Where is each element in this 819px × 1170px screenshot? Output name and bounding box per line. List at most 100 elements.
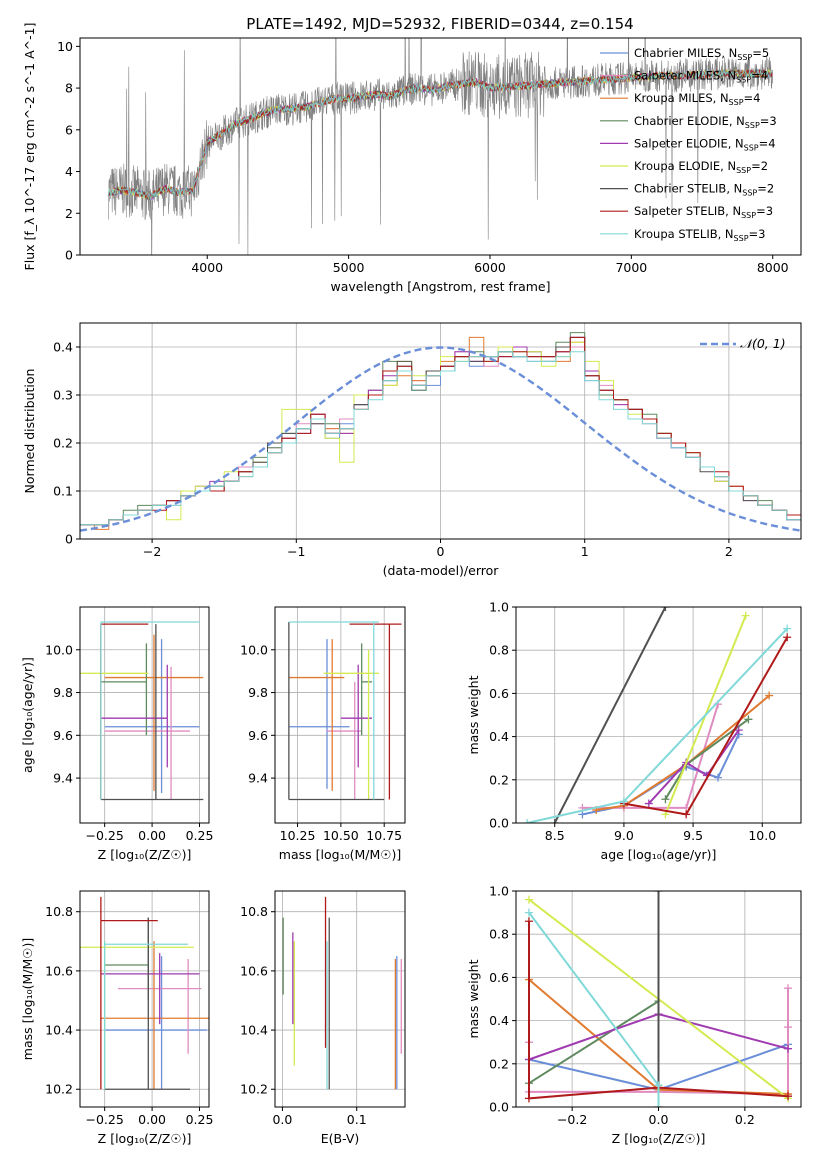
y-tick-label: 10.8 bbox=[240, 904, 268, 919]
data-point-marker bbox=[784, 1023, 793, 1032]
data-point-marker bbox=[741, 611, 750, 620]
series-line bbox=[528, 912, 660, 1107]
x-tick-label: 7000 bbox=[615, 260, 647, 275]
plot-area bbox=[80, 332, 801, 539]
data-point-marker bbox=[550, 819, 559, 823]
x-tick-label: 4000 bbox=[191, 260, 223, 275]
x-tick-label: 10.25 bbox=[280, 828, 316, 843]
x-tick-label: 8000 bbox=[757, 260, 789, 275]
y-tick-label: 0.2 bbox=[489, 1056, 509, 1071]
x-tick-label: 9.0 bbox=[614, 828, 634, 843]
x-axis-label: age [log₁₀(age/yr)] bbox=[601, 847, 717, 862]
y-tick-label: 9.6 bbox=[248, 728, 268, 743]
x-tick-label: 0.2 bbox=[735, 1112, 755, 1127]
y-tick-label: 10.4 bbox=[240, 1023, 268, 1038]
x-axis-label: Z [log₁₀(Z/Z☉)] bbox=[612, 1131, 706, 1146]
y-tick-label: 9.6 bbox=[53, 728, 73, 743]
y-tick-label: 4 bbox=[65, 164, 73, 179]
x-tick-label: 2 bbox=[725, 544, 733, 559]
plot-area bbox=[282, 896, 402, 1090]
series-line bbox=[623, 636, 789, 816]
data-point-marker bbox=[713, 773, 722, 782]
series-line bbox=[648, 729, 740, 805]
data-point-marker bbox=[784, 1044, 793, 1053]
series-line bbox=[582, 703, 719, 809]
axes-frame bbox=[79, 37, 802, 256]
y-tick-label: 0 bbox=[65, 248, 73, 263]
legend-label: Chabrier STELIB, NSSP=2 bbox=[634, 182, 774, 198]
data-point-marker bbox=[765, 691, 774, 700]
normal-reference-curve bbox=[80, 346, 801, 532]
data-point-marker bbox=[524, 908, 533, 917]
y-tick-label: 10.6 bbox=[240, 963, 268, 978]
legend-label: Salpeter ELODIE, NSSP=4 bbox=[634, 136, 776, 152]
x-tick-label: 0.00 bbox=[138, 828, 166, 843]
plot-area bbox=[80, 621, 204, 801]
y-tick-label: 10.6 bbox=[45, 963, 73, 978]
x-tick-label: 10.75 bbox=[366, 828, 402, 843]
data-point-marker bbox=[783, 633, 792, 642]
y-tick-label: 0.3 bbox=[53, 388, 73, 403]
data-point-marker bbox=[524, 895, 533, 904]
residuals-panel: −2 −1 0 1 2 0 0.1 0.2 0.3 0.4 (data-model)/error No… bbox=[22, 322, 802, 578]
x-axis-label: wavelength [Angstrom, rest frame] bbox=[330, 279, 550, 294]
data-point-marker bbox=[783, 624, 792, 633]
age-vs-mass-panel: 10.25 10.50 10.75 9.4 9.6 9.8 10.0 mass [log₁₀(… bbox=[240, 606, 406, 862]
y-tick-label: 0.0 bbox=[489, 1100, 509, 1115]
y-tick-label: 0.2 bbox=[53, 436, 73, 451]
x-tick-label: 0.25 bbox=[186, 828, 214, 843]
legend-label: Kroupa MILES, NSSP=4 bbox=[634, 91, 760, 107]
axes-frame bbox=[515, 606, 802, 824]
y-tick-label: 0.6 bbox=[489, 686, 509, 701]
y-tick-label: 10.0 bbox=[240, 642, 268, 657]
data-point-marker bbox=[524, 917, 533, 926]
data-point-marker bbox=[523, 819, 532, 823]
plot-area bbox=[524, 891, 793, 1107]
histogram-steps bbox=[80, 351, 801, 539]
x-tick-label: −0.25 bbox=[86, 1112, 124, 1127]
y-tick-label: 10.2 bbox=[240, 1082, 268, 1097]
x-axis-label: Z [log₁₀(Z/Z☉)] bbox=[98, 1131, 192, 1146]
y-tick-label: 2 bbox=[65, 206, 73, 221]
plot-area bbox=[107, 38, 773, 255]
data-point-marker bbox=[661, 607, 670, 611]
data-point-marker bbox=[524, 1094, 533, 1103]
y-tick-label: 9.8 bbox=[53, 685, 73, 700]
x-tick-label: 0.1 bbox=[347, 1112, 367, 1127]
series-line bbox=[528, 921, 789, 1100]
x-axis-label: mass [log₁₀(M/M☉)] bbox=[279, 847, 401, 862]
model-spectrum-line bbox=[107, 68, 773, 200]
data-point-marker bbox=[784, 984, 793, 993]
x-axis-label: Z [log₁₀(Z/Z☉)] bbox=[98, 847, 192, 862]
legend-label: Salpeter MILES, NSSP=4 bbox=[634, 69, 768, 85]
y-tick-label: 0.6 bbox=[489, 970, 509, 985]
x-tick-label: 9.5 bbox=[683, 828, 703, 843]
mass-vs-extinction-panel: 0.0 0.1 10.2 10.4 10.6 10.8 E(B-V) bbox=[240, 890, 406, 1146]
x-tick-label: −2 bbox=[143, 544, 161, 559]
x-tick-label: 0.00 bbox=[138, 1112, 166, 1127]
y-tick-label: 8 bbox=[65, 81, 73, 96]
figure-title: PLATE=1492, MJD=52932, FIBERID=0344, z=0… bbox=[246, 15, 633, 33]
legend-label: Chabrier ELODIE, NSSP=3 bbox=[634, 114, 777, 130]
axes-frame bbox=[274, 890, 406, 1108]
axes-frame bbox=[79, 322, 802, 540]
data-point-marker bbox=[661, 795, 670, 804]
data-point-marker bbox=[744, 715, 753, 724]
y-tick-label: 0.4 bbox=[489, 1013, 509, 1028]
x-tick-label: 0.0 bbox=[272, 1112, 292, 1127]
x-tick-label: 0.0 bbox=[649, 1112, 669, 1127]
mass-weight-vs-age-panel: 8.5 9.0 9.5 10.0 0.0 0.2 0.4 0.6 0.8 1.0 age [log₁… bbox=[466, 600, 802, 862]
y-axis-label: Flux [f_λ 10^-17 erg cm^-2 s^-1 A^-1] bbox=[22, 23, 37, 271]
legend-label: Chabrier MILES, NSSP=5 bbox=[634, 46, 769, 62]
mass-weight-vs-metallicity-panel: −0.2 0.0 0.2 0.0 0.2 0.4 0.6 0.8 1.0 Z [log₁₀(Z/Z… bbox=[466, 884, 802, 1146]
y-tick-label: 0.2 bbox=[489, 772, 509, 787]
x-tick-label: 0.25 bbox=[186, 1112, 214, 1127]
x-tick-label: 8.5 bbox=[545, 828, 565, 843]
y-tick-label: 10 bbox=[57, 39, 73, 54]
y-axis-label: mass weight bbox=[466, 959, 481, 1038]
y-tick-label: 10.8 bbox=[45, 904, 73, 919]
y-tick-label: 0.8 bbox=[489, 927, 509, 942]
y-tick-label: 9.4 bbox=[248, 771, 268, 786]
data-point-marker bbox=[654, 1103, 663, 1107]
plot-area bbox=[523, 607, 792, 823]
